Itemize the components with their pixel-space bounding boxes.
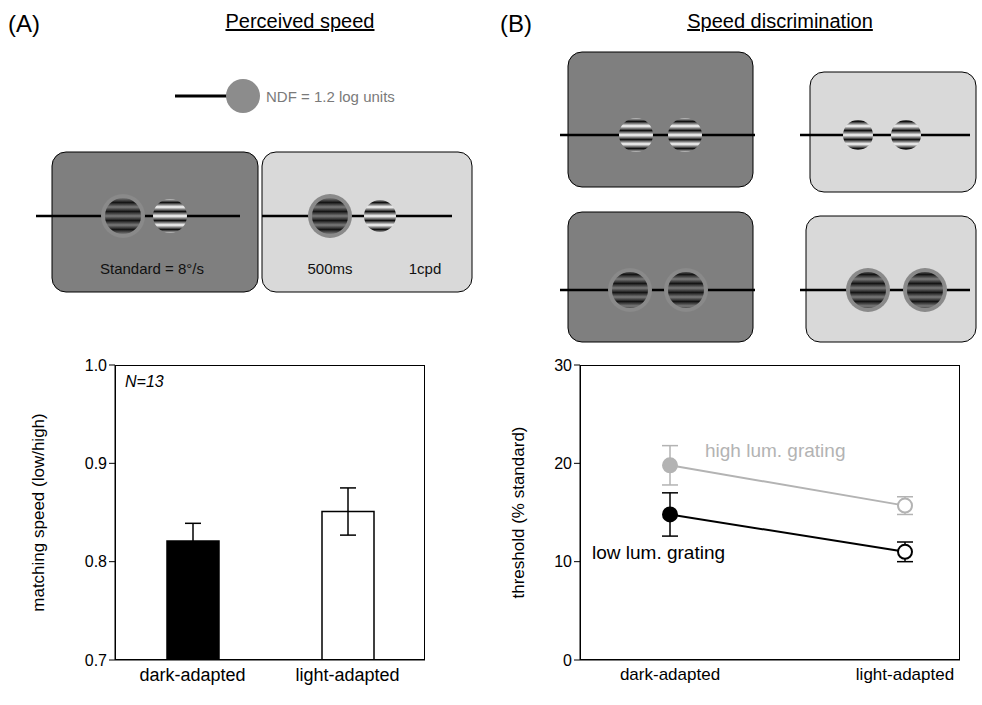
svg-text:light-adapted: light-adapted (295, 665, 399, 685)
html-text:high lum. grating: high lum. grating (705, 440, 846, 461)
html-text:low lum. grating: low lum. grating (592, 542, 726, 563)
svg-text:Speed discrimination: Speed discrimination (687, 10, 873, 32)
svg-text:Standard = 8°/s: Standard = 8°/s (100, 260, 204, 277)
svg-text:10: 10 (554, 553, 572, 570)
svg-text:0.9: 0.9 (85, 455, 107, 472)
svg-text:dark-adapted: dark-adapted (620, 665, 720, 684)
svg-text:30: 30 (554, 357, 572, 374)
svg-text:(B): (B) (500, 10, 532, 37)
svg-text:0.7: 0.7 (85, 652, 107, 669)
svg-text:threshold (% standard): threshold (% standard) (509, 427, 528, 599)
html-text:N=13: N=13 (125, 373, 164, 390)
svg-text:(A): (A) (8, 10, 40, 37)
svg-text:1cpd: 1cpd (409, 260, 442, 277)
svg-text:Perceived speed: Perceived speed (226, 10, 375, 32)
svg-text:matching speed (low/high): matching speed (low/high) (29, 413, 48, 611)
svg-text:0: 0 (563, 652, 572, 669)
svg-text:500ms: 500ms (307, 260, 352, 277)
svg-text:light-adapted: light-adapted (856, 665, 954, 684)
svg-text:NDF = 1.2 log units: NDF = 1.2 log units (266, 88, 395, 105)
svg-text:dark-adapted: dark-adapted (139, 665, 245, 685)
svg-text:0.8: 0.8 (85, 553, 107, 570)
svg-text:20: 20 (554, 455, 572, 472)
svg-text:1.0: 1.0 (85, 357, 107, 374)
